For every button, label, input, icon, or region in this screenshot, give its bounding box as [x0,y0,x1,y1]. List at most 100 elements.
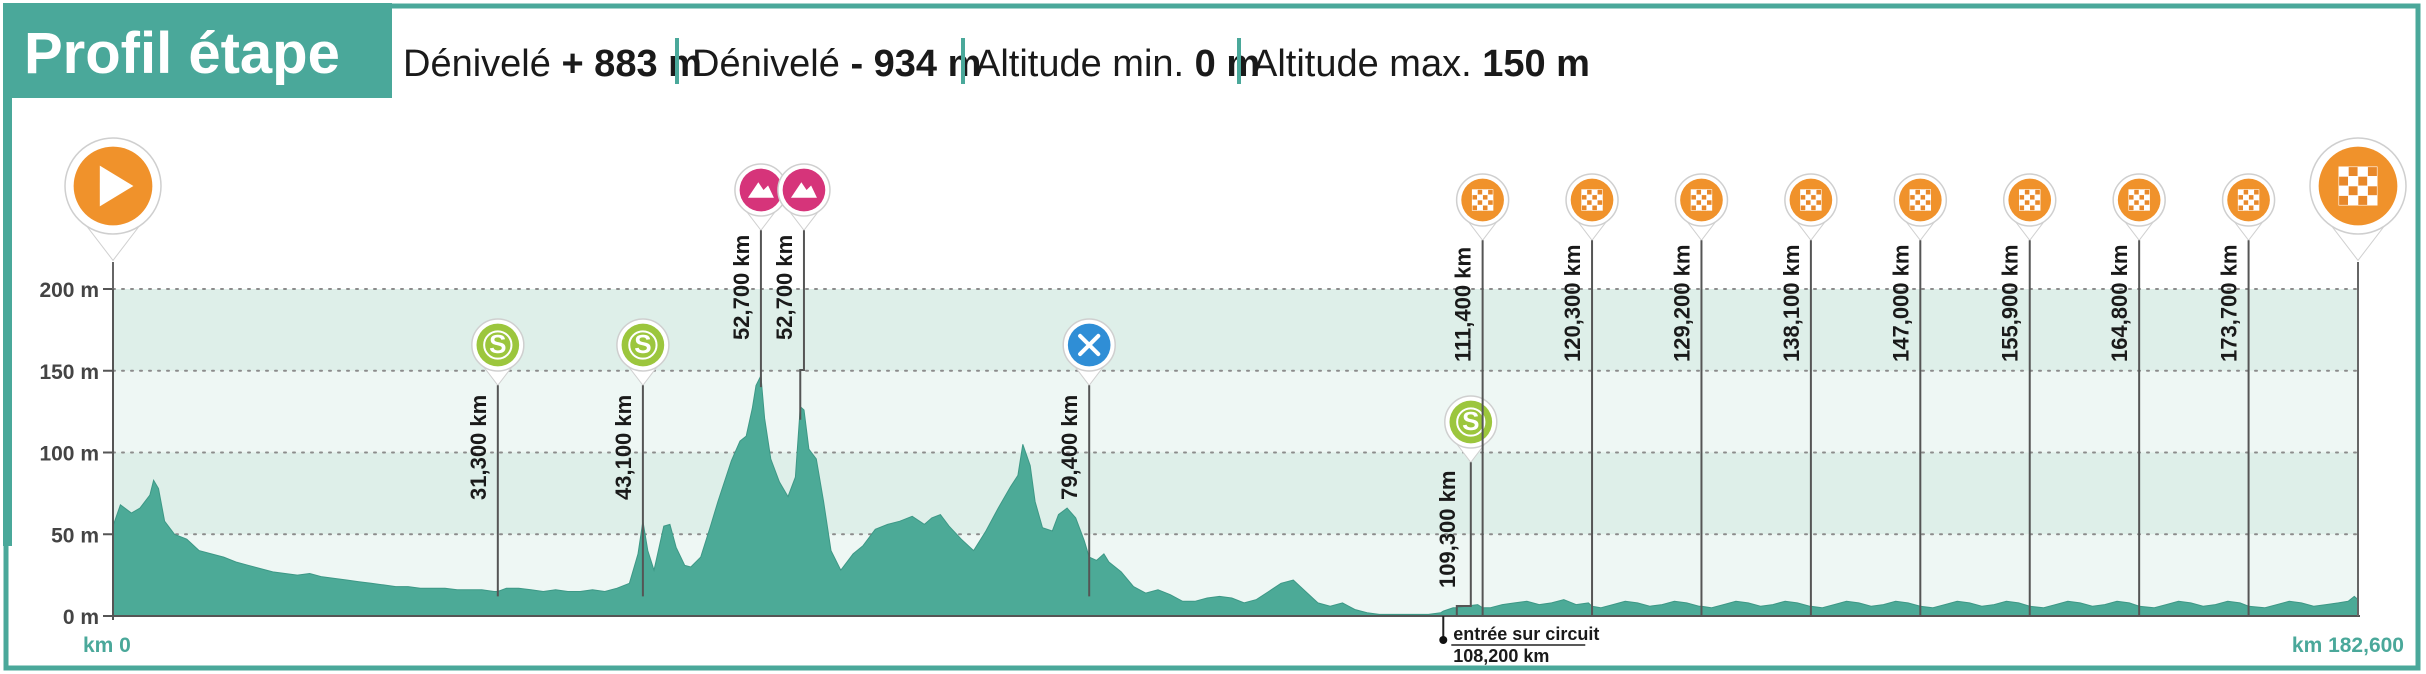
flag-check [1581,199,1588,206]
flag-check [2348,176,2359,187]
flag-check [1815,189,1822,196]
marker-pin [2309,137,2407,262]
marker-pin [734,163,788,232]
flag-check [1909,204,1916,211]
flag-check [1471,204,1478,211]
marker-pin [1062,318,1116,387]
flag-check [2248,199,2255,206]
flag-check [1925,199,1932,206]
flag-check [1695,189,1702,196]
sprint-icon: S [483,329,513,360]
stat-label: Altitude min. [975,43,1184,85]
flag-check [1925,194,1932,201]
lap-flag-icon [2019,189,2041,211]
flag-check [1815,204,1822,211]
flag-check [2367,176,2378,187]
flag-check [2024,204,2031,211]
flag-check [2133,199,2140,206]
marker-pin [2221,173,2276,242]
flag-check [1706,189,1713,196]
flag-check [2357,176,2368,187]
sprint-ring [1456,407,1486,437]
flag-check [1800,199,1806,206]
y-tick-label: 0 m [63,606,99,629]
flag-check [1690,204,1697,211]
stat-label: Dénivelé [692,43,840,85]
circuit-entry-label: entrée sur circuit [1453,624,1599,644]
flag-check [2138,204,2145,211]
stat-value: 0 m [1195,43,1260,85]
flag-check [1596,199,1603,206]
flag-check [1695,204,1702,211]
pin-disc [476,323,520,367]
flag-check [2357,195,2368,206]
pin-disc [1449,400,1493,444]
flag-check [2367,166,2378,177]
lap-flag-icon [1690,189,1713,211]
marker-km-label: 109,300 km [1435,471,1460,588]
y-tick-label: 50 m [51,524,99,547]
flag-check [2024,194,2031,201]
flag-check [1586,194,1593,201]
flag-check [2237,194,2244,201]
flag-check [1805,199,1812,206]
flag-check [2338,166,2349,177]
marker-pin [1784,173,1838,242]
marker-km-label: 147,000 km [1888,245,1913,362]
pin-disc [621,323,665,367]
flag-check [1477,189,1483,196]
marker-pin [1565,173,1619,242]
flag-check [1591,189,1598,196]
flag-check [1482,194,1489,201]
flag-check [1815,199,1822,206]
flag-check [1701,194,1707,201]
flag-check [1810,204,1817,211]
flag-check [2237,189,2244,196]
stat-altitude-max: Altitude max. 150 m [1252,43,1590,85]
flag-check [1695,194,1702,201]
flag-check [1706,194,1713,201]
marker-km-label: 79,400 km [1057,395,1082,500]
y-tick-label: 150 m [39,361,99,384]
flag-check [1596,189,1603,196]
finish-flag-icon [2338,166,2378,206]
flag-check [2248,194,2255,201]
flag-check [1487,189,1494,196]
flag-check [1920,204,1926,211]
x-end-label: km 182,600 [2292,634,2404,657]
flag-check [2128,189,2135,196]
flag-check [1914,194,1921,201]
flag-check [2029,204,2036,211]
flag-check [1909,189,1916,196]
x-start-label: km 0 [83,634,131,657]
flag-check [1706,204,1713,211]
stats-bar: Dénivelé + 883 m Dénivelé - 934 m Altitu… [403,38,1590,85]
flag-check [2144,189,2150,196]
marker-pin: S [1444,395,1498,464]
flag-check [1920,189,1926,196]
marker-km-label: 43,100 km [611,395,636,500]
flag-check [2248,204,2255,211]
lap-flag-icon [1581,189,1603,211]
flag-check [2138,199,2145,206]
sprint-glyph: S [634,329,651,359]
flag-check [1920,199,1926,206]
flag-check [1591,204,1598,211]
marker-pin: S [471,318,525,387]
flag-check [1596,194,1603,201]
sprint-icon: S [628,329,658,360]
stat-separator [675,38,679,84]
marker-pin [1893,173,1948,242]
flag-check [1482,199,1489,206]
stat-label: Altitude max. [1252,43,1472,85]
flag-check [2338,195,2349,206]
climb-icon [747,182,774,198]
flag-check [2144,199,2150,206]
y-tick-label: 200 m [39,279,99,302]
flag-check [2133,194,2140,201]
marker-pin [1674,173,1729,242]
flag-check [2138,194,2145,201]
marker-pin [1455,173,1510,242]
flag-check [1815,194,1822,201]
